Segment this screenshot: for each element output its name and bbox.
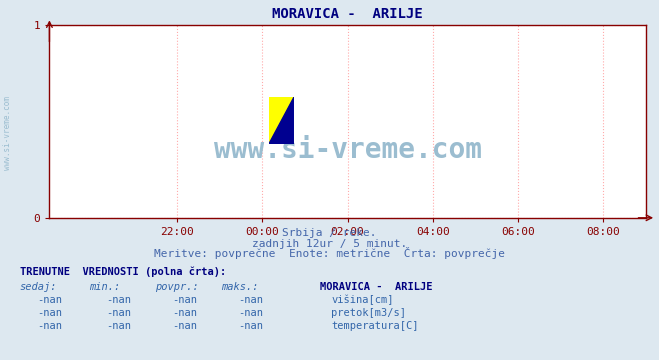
Text: -nan: -nan xyxy=(106,308,131,318)
Text: maks.:: maks.: xyxy=(221,282,258,292)
Text: www.si-vreme.com: www.si-vreme.com xyxy=(3,96,13,170)
Text: -nan: -nan xyxy=(172,321,197,331)
Polygon shape xyxy=(269,97,294,144)
Text: temperatura[C]: temperatura[C] xyxy=(331,321,419,331)
Text: -nan: -nan xyxy=(37,308,62,318)
Text: -nan: -nan xyxy=(238,308,263,318)
Title: MORAVICA -  ARILJE: MORAVICA - ARILJE xyxy=(272,7,423,21)
Text: -nan: -nan xyxy=(106,295,131,305)
Text: -nan: -nan xyxy=(106,321,131,331)
Text: Srbija / reke.: Srbija / reke. xyxy=(282,228,377,238)
Text: -nan: -nan xyxy=(37,321,62,331)
Text: MORAVICA -  ARILJE: MORAVICA - ARILJE xyxy=(320,282,432,292)
Text: TRENUTNE  VREDNOSTI (polna črta):: TRENUTNE VREDNOSTI (polna črta): xyxy=(20,267,226,278)
Text: pretok[m3/s]: pretok[m3/s] xyxy=(331,308,407,318)
Text: -nan: -nan xyxy=(238,321,263,331)
Text: povpr.:: povpr.: xyxy=(155,282,198,292)
Text: -nan: -nan xyxy=(172,295,197,305)
Polygon shape xyxy=(269,97,294,144)
Text: -nan: -nan xyxy=(238,295,263,305)
Text: min.:: min.: xyxy=(89,282,120,292)
Text: www.si-vreme.com: www.si-vreme.com xyxy=(214,136,482,165)
Text: sedaj:: sedaj: xyxy=(20,282,57,292)
Text: zadnjih 12ur / 5 minut.: zadnjih 12ur / 5 minut. xyxy=(252,239,407,249)
Text: -nan: -nan xyxy=(37,295,62,305)
Polygon shape xyxy=(269,97,294,144)
Text: Meritve: povprečne  Enote: metrične  Črta: povprečje: Meritve: povprečne Enote: metrične Črta:… xyxy=(154,247,505,260)
Text: višina[cm]: višina[cm] xyxy=(331,295,394,305)
Text: -nan: -nan xyxy=(172,308,197,318)
